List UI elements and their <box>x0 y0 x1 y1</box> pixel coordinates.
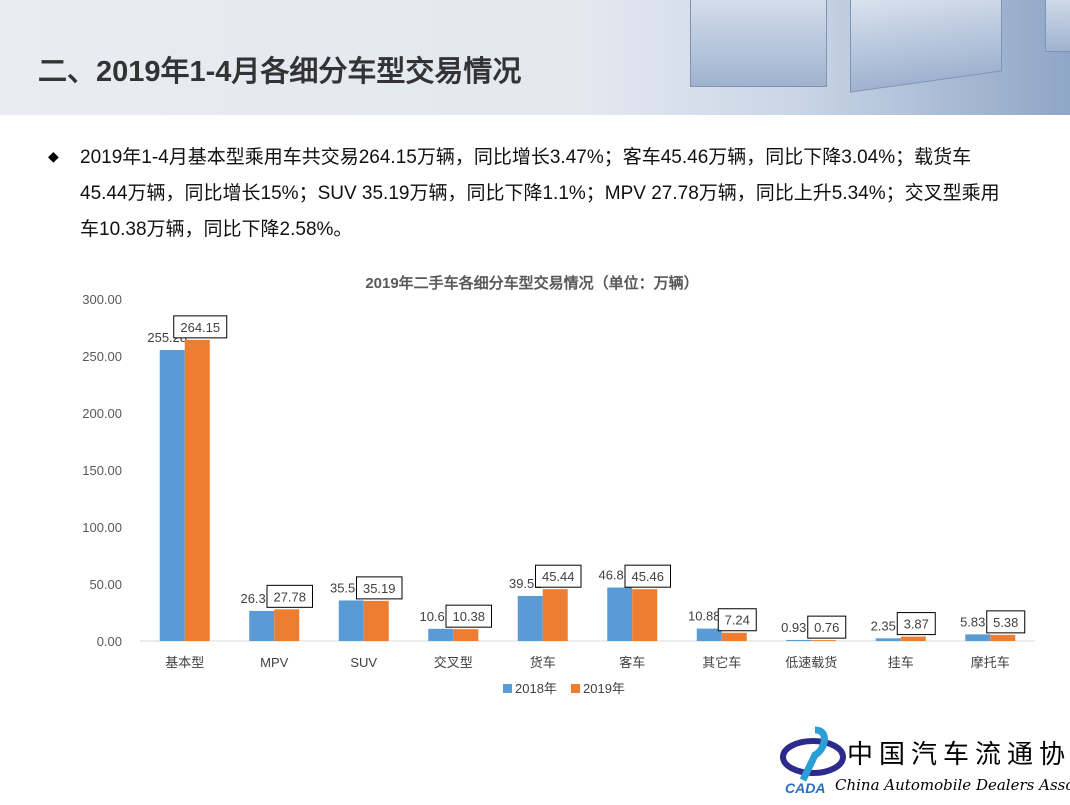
x-tick-label: 货车 <box>530 655 556 670</box>
decorative-cube <box>1045 0 1070 52</box>
y-tick-label: 50.00 <box>89 577 122 592</box>
bar-2018年 <box>338 600 364 641</box>
legend-label: 2018年 <box>515 681 557 696</box>
y-tick-label: 100.00 <box>82 520 122 535</box>
data-label-box <box>807 615 847 639</box>
data-label: 5.83 <box>960 614 985 629</box>
data-label: 2.35 <box>871 618 896 633</box>
bar-2019年 <box>811 640 837 641</box>
logo-abbr: CADA <box>785 780 825 796</box>
bar-2018年 <box>428 628 454 641</box>
y-tick-label: 300.00 <box>82 292 122 307</box>
data-label: 264.15 <box>180 320 220 335</box>
data-label-box <box>624 564 671 588</box>
bar-2019年 <box>363 600 389 641</box>
data-label: 10.38 <box>452 609 485 624</box>
data-label-box <box>717 608 757 632</box>
data-label: 45.44 <box>542 569 575 584</box>
legend-label: 2019年 <box>583 681 625 696</box>
bar-2019年 <box>632 589 658 641</box>
bar-2018年 <box>517 595 543 641</box>
data-label-box <box>986 610 1026 634</box>
x-tick-label: 交叉型 <box>434 655 473 670</box>
logo-mark-icon <box>799 726 828 782</box>
bar-2019年 <box>274 609 300 641</box>
data-label: 27.78 <box>273 589 306 604</box>
x-tick-label: 其它车 <box>702 655 741 670</box>
logo-ring-icon <box>780 738 846 776</box>
bar-2019年 <box>721 632 747 641</box>
x-tick-label: SUV <box>350 655 377 670</box>
bar-2019年 <box>453 629 479 641</box>
y-tick-label: 250.00 <box>82 349 122 364</box>
x-tick-label: 低速载货 <box>785 655 837 670</box>
data-label-box <box>445 604 492 628</box>
y-tick-label: 150.00 <box>82 463 122 478</box>
bar-2019年 <box>900 636 926 641</box>
y-tick-label: 200.00 <box>82 406 122 421</box>
chart-title: 2019年二手车各细分车型交易情况（单位：万辆） <box>365 274 698 292</box>
data-label: 46.88 <box>598 568 631 583</box>
logo-name-cn: 中国汽车流通协会 <box>847 740 1070 770</box>
data-label: 3.87 <box>904 617 929 632</box>
data-label: 0.93 <box>781 620 806 635</box>
data-label: 35.19 <box>363 581 396 596</box>
bar-2019年 <box>542 589 568 641</box>
data-label-box <box>173 315 228 339</box>
data-label-box <box>535 564 582 588</box>
bar-2018年 <box>607 587 633 641</box>
data-label-box <box>356 576 403 600</box>
x-tick-label: 摩托车 <box>971 655 1010 670</box>
legend-swatch <box>503 684 512 693</box>
bar-2018年 <box>965 634 991 641</box>
data-label: 10.66 <box>419 609 452 624</box>
header-banner: 二、2019年1-4月各细分车型交易情况 <box>0 0 1070 115</box>
data-label: 0.76 <box>814 620 839 635</box>
data-label: 39.51 <box>509 576 542 591</box>
x-tick-label: 挂车 <box>888 655 914 670</box>
data-label: 7.24 <box>725 613 750 628</box>
summary-text: 2019年1-4月基本型乘用车共交易264.15万辆，同比增长3.47%；客车4… <box>80 147 1000 240</box>
data-label: 10.88 <box>688 609 721 624</box>
data-label: 45.46 <box>631 569 664 584</box>
bar-2019年 <box>184 339 210 641</box>
bar-2018年 <box>696 628 722 641</box>
legend-swatch <box>571 684 580 693</box>
x-tick-label: MPV <box>260 655 289 670</box>
page-title: 二、2019年1-4月各细分车型交易情况 <box>38 56 522 88</box>
x-tick-label: 基本型 <box>165 655 204 670</box>
bar-2019年 <box>990 634 1016 641</box>
bar-2018年 <box>159 349 185 641</box>
decorative-cube <box>690 0 827 87</box>
logo-name-en: China Automobile Dealers Association <box>835 776 1070 794</box>
bar-2018年 <box>786 639 812 641</box>
bar-chart: 2019年二手车各细分车型交易情况（单位：万辆） 0.00 50.00 100.00… <box>82 274 1035 696</box>
data-label-box <box>896 612 936 636</box>
x-tick-label: 客车 <box>619 655 645 670</box>
y-tick-label: 0.00 <box>97 634 122 649</box>
bar-2018年 <box>875 638 901 641</box>
bar-2018年 <box>249 610 275 641</box>
data-label: 35.58 <box>330 580 363 595</box>
data-label: 5.38 <box>993 615 1018 630</box>
diamond-bullet-icon: ◆ <box>48 148 59 164</box>
cada-logo: CADA 中国汽车流通协会 China Automobile Dealers A… <box>775 725 1070 800</box>
data-label: 26.38 <box>240 591 273 606</box>
data-label-box <box>266 584 313 608</box>
decorative-cube <box>850 0 1002 93</box>
